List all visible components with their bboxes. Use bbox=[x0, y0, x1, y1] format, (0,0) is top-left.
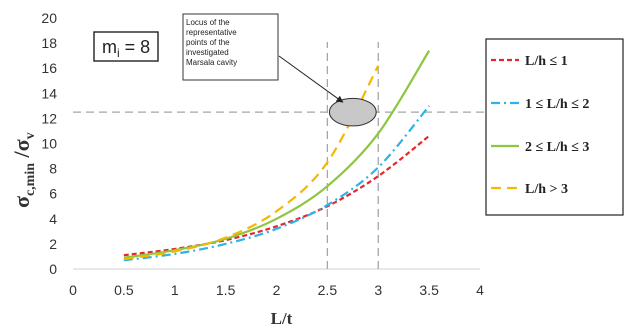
series-line-1 bbox=[123, 135, 430, 257]
x-tick-label: 1.5 bbox=[216, 282, 236, 298]
y-label-sigma-den: σ bbox=[9, 139, 34, 151]
y-tick-label: 18 bbox=[41, 35, 57, 51]
locus-ellipse bbox=[328, 97, 377, 127]
y-tick-label: 8 bbox=[49, 161, 57, 177]
legend-box bbox=[485, 38, 624, 216]
x-tick-label: 1 bbox=[171, 282, 179, 298]
x-tick-label: 3 bbox=[374, 282, 382, 298]
y-tick-label: 10 bbox=[41, 136, 57, 152]
y-tick-label: 16 bbox=[41, 60, 57, 76]
mi-label-main: m bbox=[102, 37, 117, 57]
x-tick-label: 2 bbox=[273, 282, 281, 298]
legend-label-1: L/h ≤ 1 bbox=[525, 54, 568, 69]
x-tick-label: 0.5 bbox=[114, 282, 134, 298]
legend-label-2: 1 ≤ L/h ≤ 2 bbox=[525, 97, 589, 112]
y-label-sigma: σ bbox=[9, 196, 34, 208]
annotation-text-line: Marsala cavity bbox=[186, 58, 237, 67]
y-tick-label: 14 bbox=[41, 85, 57, 101]
series-line-4 bbox=[123, 65, 380, 261]
annotation-arrow bbox=[278, 55, 344, 103]
y-tick-label: 12 bbox=[41, 110, 57, 126]
mi-label: mi = 8 bbox=[102, 37, 150, 60]
y-label-sep: / bbox=[9, 150, 34, 163]
annotation-text-line: investigated bbox=[186, 48, 229, 57]
annotation-text-line: representative bbox=[186, 28, 237, 37]
y-axis-label: σc,min /σv bbox=[9, 132, 38, 208]
x-tick-label: 2.5 bbox=[318, 282, 338, 298]
annotation-box bbox=[182, 13, 279, 81]
annotation-text-line: points of the bbox=[186, 38, 230, 47]
y-label-den-sub: v bbox=[23, 132, 38, 139]
plot-area: 0 0.5 1 1.5 2 2.5 3 3.5 4 0 2 4 6 8 10 12 14 16 18 20 Locus … bbox=[9, 10, 490, 328]
x-tick-label: 3.5 bbox=[419, 282, 439, 298]
mi-label-box bbox=[93, 31, 159, 62]
legend-label-4: L/h > 3 bbox=[525, 182, 568, 197]
mi-label-rest: = 8 bbox=[120, 37, 151, 57]
legend: L/h ≤ 1 1 ≤ L/h ≤ 2 2 ≤ L/h ≤ 3 L/h > 3 bbox=[485, 38, 624, 216]
y-tick-label: 0 bbox=[49, 261, 57, 277]
x-tick-label: 0 bbox=[69, 282, 77, 298]
series-line-3 bbox=[123, 50, 431, 259]
y-tick-label: 6 bbox=[49, 186, 57, 202]
y-tick-label: 2 bbox=[49, 236, 57, 252]
series-line-2 bbox=[123, 105, 430, 262]
annotation-text-line: Locus of the bbox=[186, 18, 230, 27]
x-axis-label: L/t bbox=[271, 309, 293, 328]
y-label-sub: c,min bbox=[23, 163, 38, 196]
y-tick-label: 20 bbox=[41, 10, 57, 26]
x-tick-label: 4 bbox=[476, 282, 484, 298]
legend-label-3: 2 ≤ L/h ≤ 3 bbox=[525, 140, 589, 155]
mi-label-sub: i bbox=[117, 46, 120, 60]
y-tick-label: 4 bbox=[49, 211, 57, 227]
